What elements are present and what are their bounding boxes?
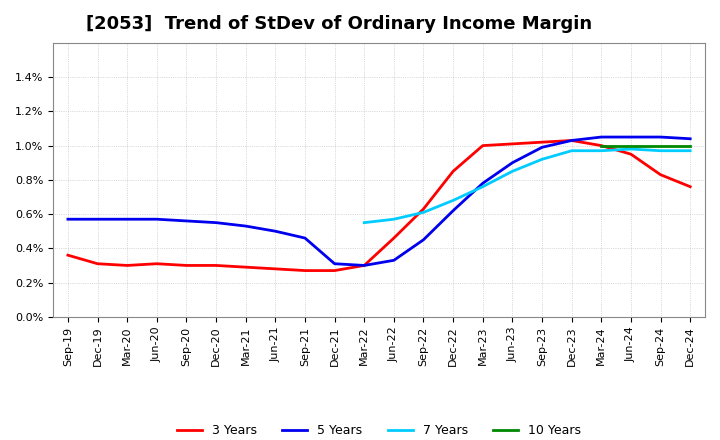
3 Years [390,235,398,241]
5 Years [538,145,546,150]
3 Years [656,172,665,177]
7 Years [538,157,546,162]
3 Years [479,143,487,148]
10 Years [656,143,665,148]
Line: 5 Years: 5 Years [68,137,690,265]
5 Years [153,216,161,222]
7 Years [360,220,369,225]
3 Years [597,143,606,148]
5 Years [212,220,220,225]
5 Years [330,261,339,266]
5 Years [567,138,576,143]
7 Years [626,147,635,152]
3 Years [567,138,576,143]
5 Years [449,208,457,213]
5 Years [419,237,428,242]
5 Years [241,224,250,229]
3 Years [686,184,695,189]
5 Years [301,235,310,241]
3 Years [63,253,72,258]
5 Years [93,216,102,222]
7 Years [479,184,487,189]
10 Years [626,143,635,148]
3 Years [271,266,279,271]
3 Years [182,263,191,268]
Text: [2053]  Trend of StDev of Ordinary Income Margin: [2053] Trend of StDev of Ordinary Income… [86,15,592,33]
3 Years [449,169,457,174]
3 Years [538,139,546,145]
5 Years [508,160,517,165]
3 Years [360,263,369,268]
7 Years [419,210,428,215]
7 Years [597,148,606,154]
5 Years [271,228,279,234]
3 Years [508,141,517,147]
5 Years [597,134,606,139]
7 Years [686,148,695,154]
3 Years [153,261,161,266]
5 Years [626,134,635,139]
5 Years [123,216,132,222]
5 Years [63,216,72,222]
3 Years [93,261,102,266]
3 Years [212,263,220,268]
5 Years [686,136,695,141]
Legend: 3 Years, 5 Years, 7 Years, 10 Years: 3 Years, 5 Years, 7 Years, 10 Years [172,419,585,440]
3 Years [241,264,250,270]
3 Years [330,268,339,273]
5 Years [360,263,369,268]
10 Years [686,143,695,148]
7 Years [567,148,576,154]
5 Years [656,134,665,139]
7 Years [449,198,457,203]
3 Years [123,263,132,268]
3 Years [419,206,428,212]
Line: 3 Years: 3 Years [68,140,690,271]
5 Years [479,181,487,186]
7 Years [390,216,398,222]
7 Years [656,148,665,154]
5 Years [390,258,398,263]
7 Years [508,169,517,174]
Line: 7 Years: 7 Years [364,149,690,223]
3 Years [626,151,635,157]
3 Years [301,268,310,273]
5 Years [182,218,191,224]
10 Years [597,143,606,148]
